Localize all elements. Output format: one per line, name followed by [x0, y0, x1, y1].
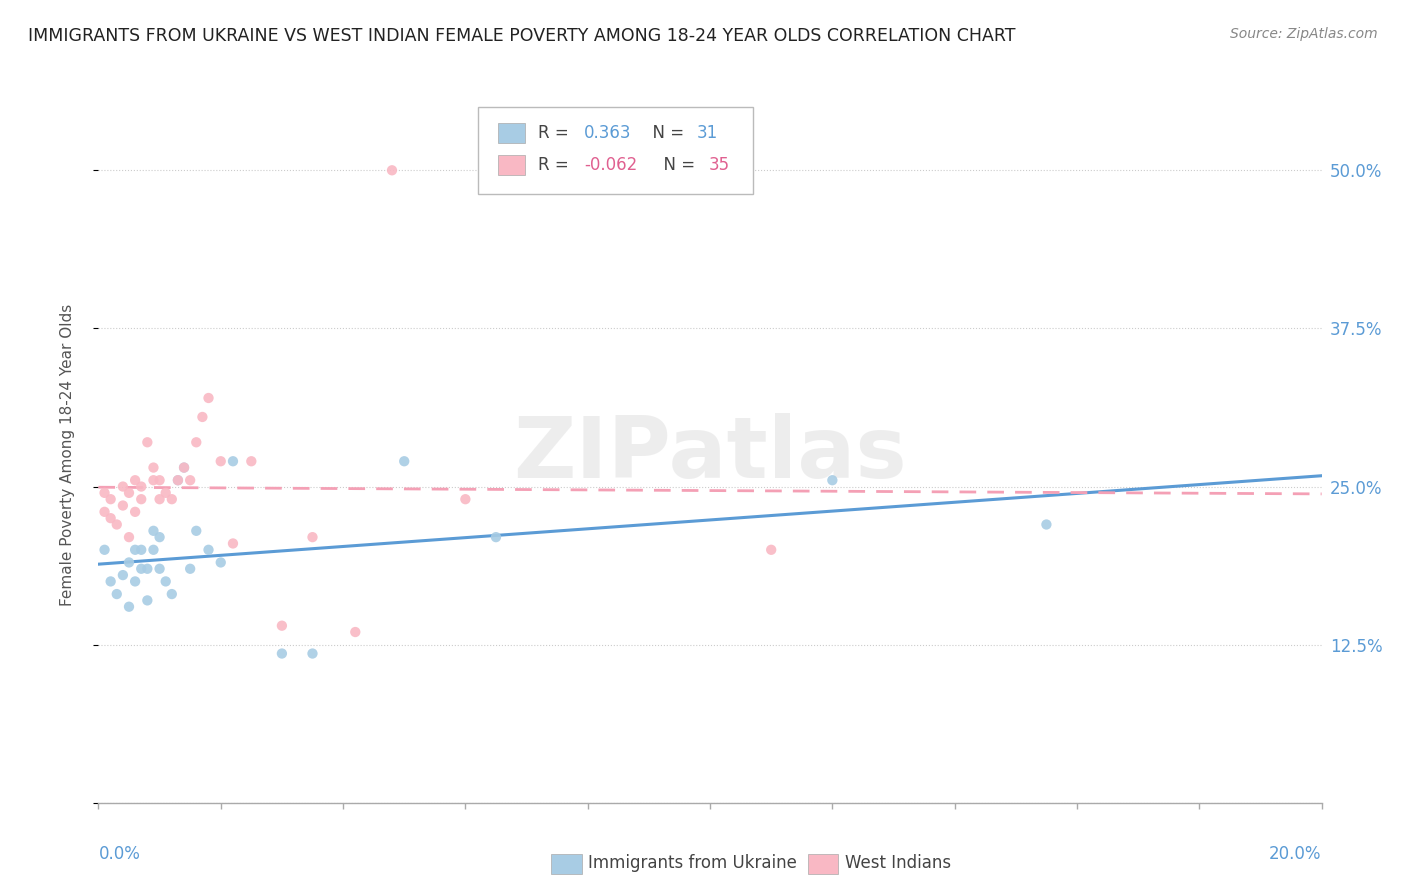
Point: [100, 511, 122, 525]
Point: [142, 524, 165, 538]
Point: [118, 599, 141, 614]
Point: [381, 163, 404, 178]
Text: West Indians: West Indians: [845, 855, 950, 872]
Point: [93, 486, 115, 500]
Point: [485, 530, 508, 544]
Point: [142, 473, 165, 487]
Point: [270, 618, 292, 632]
Point: [209, 556, 232, 570]
Point: [222, 454, 245, 468]
Text: 0.0%: 0.0%: [98, 845, 141, 863]
Point: [93, 542, 115, 557]
Point: [136, 435, 159, 450]
Point: [136, 562, 159, 576]
Point: [100, 574, 122, 589]
Text: R =: R =: [537, 124, 574, 142]
Point: [124, 505, 146, 519]
Point: [167, 473, 190, 487]
Point: [344, 625, 367, 640]
Point: [454, 492, 477, 507]
Text: 0.363: 0.363: [583, 124, 631, 142]
Point: [173, 460, 195, 475]
Point: [124, 542, 146, 557]
Point: [124, 473, 146, 487]
Point: [179, 473, 201, 487]
Point: [129, 542, 152, 557]
Point: [149, 473, 172, 487]
FancyBboxPatch shape: [478, 107, 752, 194]
Point: [118, 556, 141, 570]
Point: [301, 647, 323, 661]
Point: [100, 492, 122, 507]
Point: [105, 587, 128, 601]
Point: [118, 530, 141, 544]
Point: [149, 492, 172, 507]
Text: Immigrants from Ukraine: Immigrants from Ukraine: [588, 855, 797, 872]
Point: [149, 562, 172, 576]
Point: [111, 499, 134, 513]
Point: [191, 409, 214, 424]
Point: [129, 479, 152, 493]
Point: [118, 486, 141, 500]
Point: [270, 647, 292, 661]
Point: [197, 391, 219, 405]
Point: [129, 562, 152, 576]
Point: [129, 492, 152, 507]
Point: [111, 479, 134, 493]
Text: 31: 31: [696, 124, 718, 142]
Point: [209, 454, 232, 468]
Point: [392, 454, 416, 468]
Point: [124, 574, 146, 589]
Point: [167, 473, 190, 487]
Point: [149, 530, 172, 544]
Point: [821, 473, 844, 487]
Text: -0.062: -0.062: [583, 156, 637, 174]
Point: [173, 460, 195, 475]
Point: [1035, 517, 1057, 532]
Point: [155, 574, 177, 589]
Point: [179, 562, 201, 576]
Point: [93, 505, 115, 519]
FancyBboxPatch shape: [498, 123, 526, 143]
Text: ZIPatlas: ZIPatlas: [513, 413, 907, 497]
Text: IMMIGRANTS FROM UKRAINE VS WEST INDIAN FEMALE POVERTY AMONG 18-24 YEAR OLDS CORR: IMMIGRANTS FROM UKRAINE VS WEST INDIAN F…: [28, 27, 1015, 45]
Text: 35: 35: [709, 156, 730, 174]
Point: [197, 542, 219, 557]
Text: Source: ZipAtlas.com: Source: ZipAtlas.com: [1230, 27, 1378, 41]
FancyBboxPatch shape: [551, 854, 582, 874]
Text: N =: N =: [652, 156, 700, 174]
Point: [222, 536, 245, 550]
Point: [111, 568, 134, 582]
Point: [186, 524, 208, 538]
Point: [105, 517, 128, 532]
Text: 20.0%: 20.0%: [1270, 845, 1322, 863]
Point: [155, 486, 177, 500]
Point: [160, 492, 183, 507]
Point: [136, 593, 159, 607]
Point: [160, 587, 183, 601]
Point: [142, 542, 165, 557]
Point: [186, 435, 208, 450]
FancyBboxPatch shape: [498, 155, 526, 175]
Point: [142, 460, 165, 475]
Point: [759, 542, 782, 557]
Text: R =: R =: [537, 156, 574, 174]
Point: [301, 530, 323, 544]
Y-axis label: Female Poverty Among 18-24 Year Olds: Female Poverty Among 18-24 Year Olds: [60, 304, 75, 606]
Point: [240, 454, 263, 468]
Text: N =: N =: [641, 124, 689, 142]
FancyBboxPatch shape: [808, 854, 838, 874]
